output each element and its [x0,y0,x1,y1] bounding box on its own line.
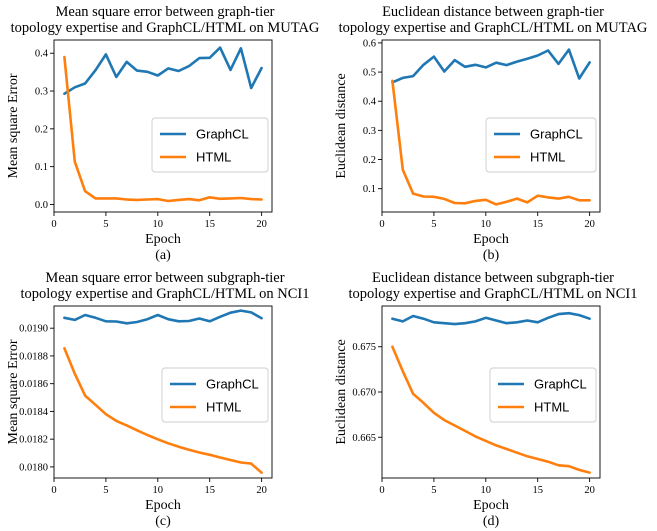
x-tick-label: 10 [153,219,164,230]
y-tick-label: 0.5 [363,68,376,79]
y-tick-label: 0.4 [35,49,49,60]
y-axis-label: Euclidean distance [334,73,349,178]
series-line-graphcl [63,309,263,325]
x-tick-label: 15 [204,219,215,230]
panel-caption: (d) [483,514,500,529]
chart-title-line: Euclidean distance between graph-tier [382,4,604,20]
y-tick-label: 0.4 [363,97,377,108]
series-line-html [391,79,591,206]
x-axis-label: Epoch [473,232,509,247]
legend-label-graphcl: GraphCL [196,127,249,142]
x-axis-label: Epoch [473,498,509,513]
chart-title-line: topology expertise and GraphCL/HTML on M… [11,20,320,36]
y-tick-label: 0.2 [35,124,48,135]
chart-title-line: Mean square error between subgraph-tier [45,270,284,286]
panel-caption: (b) [483,248,500,263]
y-tick-label: 0.0190 [19,324,48,335]
x-tick-label: 10 [481,485,492,496]
x-tick-label: 0 [51,485,56,496]
series-line-html [63,347,263,474]
legend-label-graphcl: GraphCL [534,377,587,392]
y-axis-label: Euclidean distance [334,339,349,444]
legend-label-html: HTML [206,400,241,415]
chart-svg: Mean square error between graph-tiertopo… [6,4,320,263]
x-tick-label: 5 [103,485,108,496]
y-tick-label: 0.670 [352,388,376,399]
legend-box [161,367,269,423]
legend: GraphCL HTML [161,367,269,423]
y-tick-label: 0.1 [35,162,48,173]
x-tick-label: 0 [51,219,56,230]
y-tick-label: 0.3 [363,126,376,137]
legend-box [151,117,269,173]
x-tick-label: 0 [379,485,384,496]
plot-frame [53,39,273,213]
y-tick-label: 0.6 [363,38,376,49]
chart-svg: Euclidean distance between subgraph-tier… [334,270,638,529]
chart-svg: Mean square error between subgraph-tiert… [6,270,310,529]
series-line-html [391,345,591,474]
y-tick-label: 0.675 [352,342,376,353]
chart-panel-b: Euclidean distance between graph-tier top… [328,0,656,265]
x-tick-label: 10 [153,485,164,496]
chart-title-line: Euclidean distance between subgraph-tier [372,270,614,286]
chart-title-line: Mean square error between graph-tier [55,4,274,20]
series-line-graphcl [391,48,591,84]
chart-svg: Euclidean distance between graph-tiertop… [334,4,648,263]
x-tick-label: 10 [481,219,492,230]
legend-label-html: HTML [534,400,569,415]
x-tick-label: 0 [379,219,384,230]
x-tick-label: 15 [532,219,543,230]
legend: GraphCL HTML [485,117,597,173]
panel-caption: (c) [155,514,171,529]
chart-title-line: topology expertise and GraphCL/HTML on M… [339,20,648,36]
legend-label-graphcl: GraphCL [206,377,259,392]
legend-box [489,367,597,423]
y-tick-label: 0.0186 [19,379,48,390]
chart-panel-d: Euclidean distance between subgraph-tier… [328,266,656,531]
legend-box [485,117,597,173]
y-tick-label: 0.0182 [19,435,48,446]
series-line-graphcl [391,311,591,326]
x-tick-label: 20 [584,219,595,230]
plot-frame [381,39,601,213]
y-tick-label: 0.0188 [19,351,48,362]
x-tick-label: 15 [204,485,215,496]
chart-title-line: topology expertise and GraphCL/HTML on N… [20,286,309,302]
x-tick-label: 5 [431,485,436,496]
y-tick-label: 0.0180 [19,462,48,473]
x-tick-label: 20 [584,485,595,496]
series-line-html [63,55,263,203]
panel-caption: (a) [155,248,171,263]
x-axis-label: Epoch [145,232,181,247]
y-tick-label: 0.1 [363,184,376,195]
y-tick-label: 0.665 [352,433,376,444]
x-axis-label: Epoch [145,498,181,513]
y-axis-label: Mean square Error [6,339,21,444]
legend: GraphCL HTML [489,367,597,423]
x-tick-label: 20 [256,485,267,496]
legend-label-html: HTML [530,150,565,165]
y-tick-label: 0.0 [35,200,48,211]
plot-frame [53,305,273,479]
y-axis-label: Mean square Error [6,73,21,178]
y-tick-label: 0.3 [35,87,48,98]
chart-panel-c: Mean square error between subgraph-tier t… [0,266,328,531]
legend-label-graphcl: GraphCL [530,127,583,142]
y-tick-label: 0.2 [363,155,376,166]
legend-label-html: HTML [196,150,231,165]
series-line-graphcl [63,46,263,95]
x-tick-label: 15 [532,485,543,496]
x-tick-label: 5 [103,219,108,230]
legend: GraphCL HTML [151,117,269,173]
y-tick-label: 0.0184 [19,407,49,418]
x-tick-label: 5 [431,219,436,230]
x-tick-label: 20 [256,219,267,230]
chart-title-line: topology expertise and GraphCL/HTML on N… [348,286,637,302]
chart-panel-a: Mean square error between graph-tier topo… [0,0,328,265]
